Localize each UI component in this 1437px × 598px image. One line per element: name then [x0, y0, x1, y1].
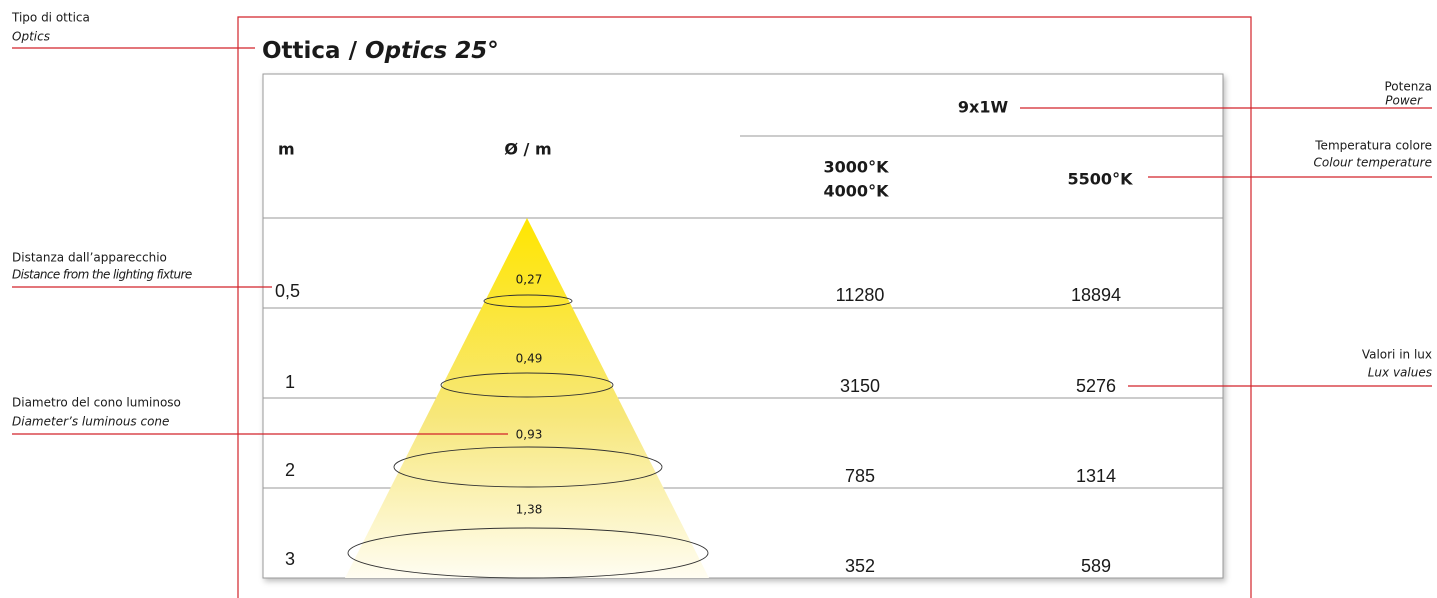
annotation: Valori in lux	[1362, 348, 1432, 362]
row-diameter: 0,27	[516, 273, 543, 287]
header-power: 9x1W	[958, 98, 1009, 117]
lux-value: 5276	[1076, 376, 1116, 396]
lux-value: 1314	[1076, 466, 1116, 486]
lux-value: 589	[1081, 556, 1111, 576]
annotation: Diametro del cono luminoso	[12, 396, 181, 410]
lux-value: 3150	[840, 376, 880, 396]
lux-value: 11280	[836, 285, 885, 305]
annotation: Diameter’s luminous cone	[12, 415, 169, 429]
annotation: Power	[1385, 94, 1423, 108]
header-distance: m	[278, 140, 295, 159]
row-distance: 0,5	[275, 281, 300, 301]
row-diameter: 0,49	[516, 352, 543, 366]
annotation: Tipo di ottica	[11, 11, 90, 25]
row-diameter: 0,93	[516, 428, 543, 442]
lux-value: 352	[845, 556, 875, 576]
annotation: Temperatura colore	[1314, 139, 1432, 153]
header-temp: 4000°K	[824, 182, 890, 201]
annotation: Lux values	[1368, 366, 1432, 380]
annotation: Colour temperature	[1314, 156, 1432, 170]
lux-value: 785	[845, 466, 875, 486]
annotation: Distance from the lighting fixture	[12, 268, 192, 282]
header-diameter: Ø / m	[504, 140, 551, 159]
header-temp: 5500°K	[1068, 170, 1134, 189]
title: Ottica / Optics 25°	[262, 38, 499, 64]
lux-value: 18894	[1071, 285, 1121, 305]
row-diameter: 1,38	[516, 503, 543, 517]
header-temp: 3000°K	[824, 158, 890, 177]
annotation: Optics	[12, 30, 50, 44]
row-distance: 1	[285, 372, 295, 392]
optics-sheet: Ottica / Optics 25° m Ø / m 9x1W 3000°K …	[0, 0, 1437, 598]
row-distance: 2	[285, 460, 295, 480]
annotation: Distanza dall’apparecchio	[12, 251, 167, 265]
row-distance: 3	[285, 549, 295, 569]
annotation: Potenza	[1385, 80, 1433, 94]
